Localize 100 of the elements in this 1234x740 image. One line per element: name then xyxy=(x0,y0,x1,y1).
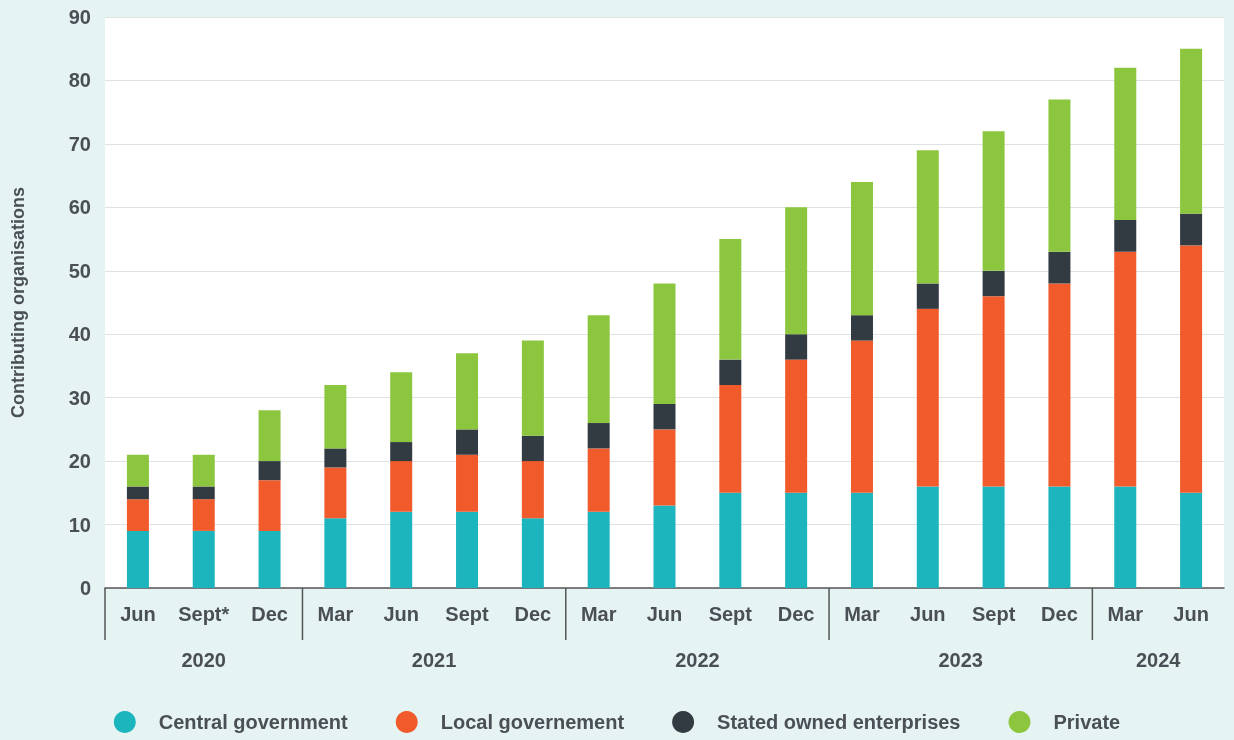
bar xyxy=(126,454,149,487)
bar xyxy=(719,359,742,385)
x-tick-label: Jun xyxy=(383,603,419,625)
x-tick-label: Sept* xyxy=(178,603,230,625)
bar xyxy=(916,150,939,284)
bar xyxy=(850,340,873,493)
bar xyxy=(850,492,873,588)
bar xyxy=(258,530,281,588)
bar xyxy=(258,461,281,481)
legend-label: Local governement xyxy=(440,711,625,733)
bar xyxy=(982,131,1005,271)
bar xyxy=(390,461,413,512)
x-tick-label: Dec xyxy=(514,603,552,625)
x-tick-label: Jun xyxy=(1173,603,1209,625)
bar xyxy=(324,467,347,519)
bar xyxy=(192,454,215,487)
x-tick-label: Jun xyxy=(120,603,156,625)
y-tick-label: 80 xyxy=(68,69,91,92)
text: 2022 xyxy=(675,649,720,671)
legend-label: Private xyxy=(1053,711,1121,733)
bar xyxy=(390,511,413,588)
bar xyxy=(719,239,742,360)
bar xyxy=(521,435,544,462)
bar xyxy=(1180,48,1203,214)
x-tick-label: Mar xyxy=(844,603,880,625)
bar xyxy=(521,461,544,519)
bar xyxy=(1114,220,1137,252)
x-tick-label: Mar xyxy=(1107,603,1144,625)
bar xyxy=(126,530,149,588)
y-tick-label: 50 xyxy=(68,259,91,282)
y-tick-label: 40 xyxy=(68,323,91,346)
y-tick-label: 90 xyxy=(68,6,91,28)
bar xyxy=(719,384,742,493)
bar xyxy=(982,270,1005,297)
x-tick-label: Jun xyxy=(910,603,946,625)
x-tick-label: Mar xyxy=(580,603,617,625)
bar xyxy=(521,340,544,436)
bar xyxy=(390,372,413,443)
bar xyxy=(653,404,676,430)
bar xyxy=(258,480,281,531)
bar xyxy=(653,283,676,405)
bar xyxy=(653,505,676,588)
bar xyxy=(785,334,808,360)
bar xyxy=(192,486,215,500)
bar xyxy=(785,492,808,588)
bar xyxy=(587,511,610,588)
bar xyxy=(1048,283,1071,487)
bar xyxy=(192,530,215,588)
bar xyxy=(456,511,479,588)
x-tick-label: Sept xyxy=(971,603,1016,625)
y-tick-label: 70 xyxy=(68,132,91,155)
bar xyxy=(982,486,1005,588)
x-tick-label: Dec xyxy=(777,603,815,625)
bar xyxy=(1048,486,1071,588)
text: 2024 xyxy=(1135,649,1182,671)
legend-label: Central government xyxy=(158,711,349,733)
bar xyxy=(456,454,479,512)
x-tick-label: Jun xyxy=(646,603,683,625)
bar xyxy=(850,181,873,316)
x-tick-label: Dec xyxy=(1041,603,1078,625)
bar xyxy=(850,315,873,341)
bar xyxy=(324,518,347,588)
bar xyxy=(1048,251,1071,284)
y-tick-label: 0 xyxy=(79,577,91,599)
bar xyxy=(916,486,939,588)
bar xyxy=(785,207,808,335)
bar xyxy=(324,448,347,468)
bar xyxy=(1180,213,1203,246)
bar xyxy=(1114,251,1137,487)
bar xyxy=(126,499,149,531)
bar xyxy=(916,308,939,487)
x-tick-label: Mar xyxy=(317,603,354,625)
bar xyxy=(1180,492,1203,588)
bar xyxy=(785,359,808,493)
bar xyxy=(916,283,939,309)
text: 2021 xyxy=(411,649,457,671)
bar xyxy=(258,410,281,462)
y-axis-title: Contributing organisations xyxy=(8,187,28,418)
bar xyxy=(587,448,610,512)
bar xyxy=(1180,245,1203,493)
bar xyxy=(1114,486,1137,588)
bar xyxy=(587,315,610,424)
bar xyxy=(587,423,610,449)
bar xyxy=(982,296,1005,487)
bar xyxy=(653,429,676,506)
bar xyxy=(192,499,215,531)
y-tick-label: 10 xyxy=(68,513,91,536)
x-tick-label: Dec xyxy=(251,603,288,625)
text: 2020 xyxy=(181,649,226,671)
bar xyxy=(456,429,479,455)
bar xyxy=(1114,67,1137,221)
text: 2023 xyxy=(938,649,983,671)
bar xyxy=(1048,99,1071,252)
bar xyxy=(390,442,413,462)
y-tick-label: 30 xyxy=(68,386,91,409)
x-tick-label: Sept xyxy=(445,603,490,625)
bar xyxy=(324,384,347,449)
x-tick-label: Sept xyxy=(708,603,753,625)
bar xyxy=(521,518,544,588)
bar xyxy=(456,353,479,430)
